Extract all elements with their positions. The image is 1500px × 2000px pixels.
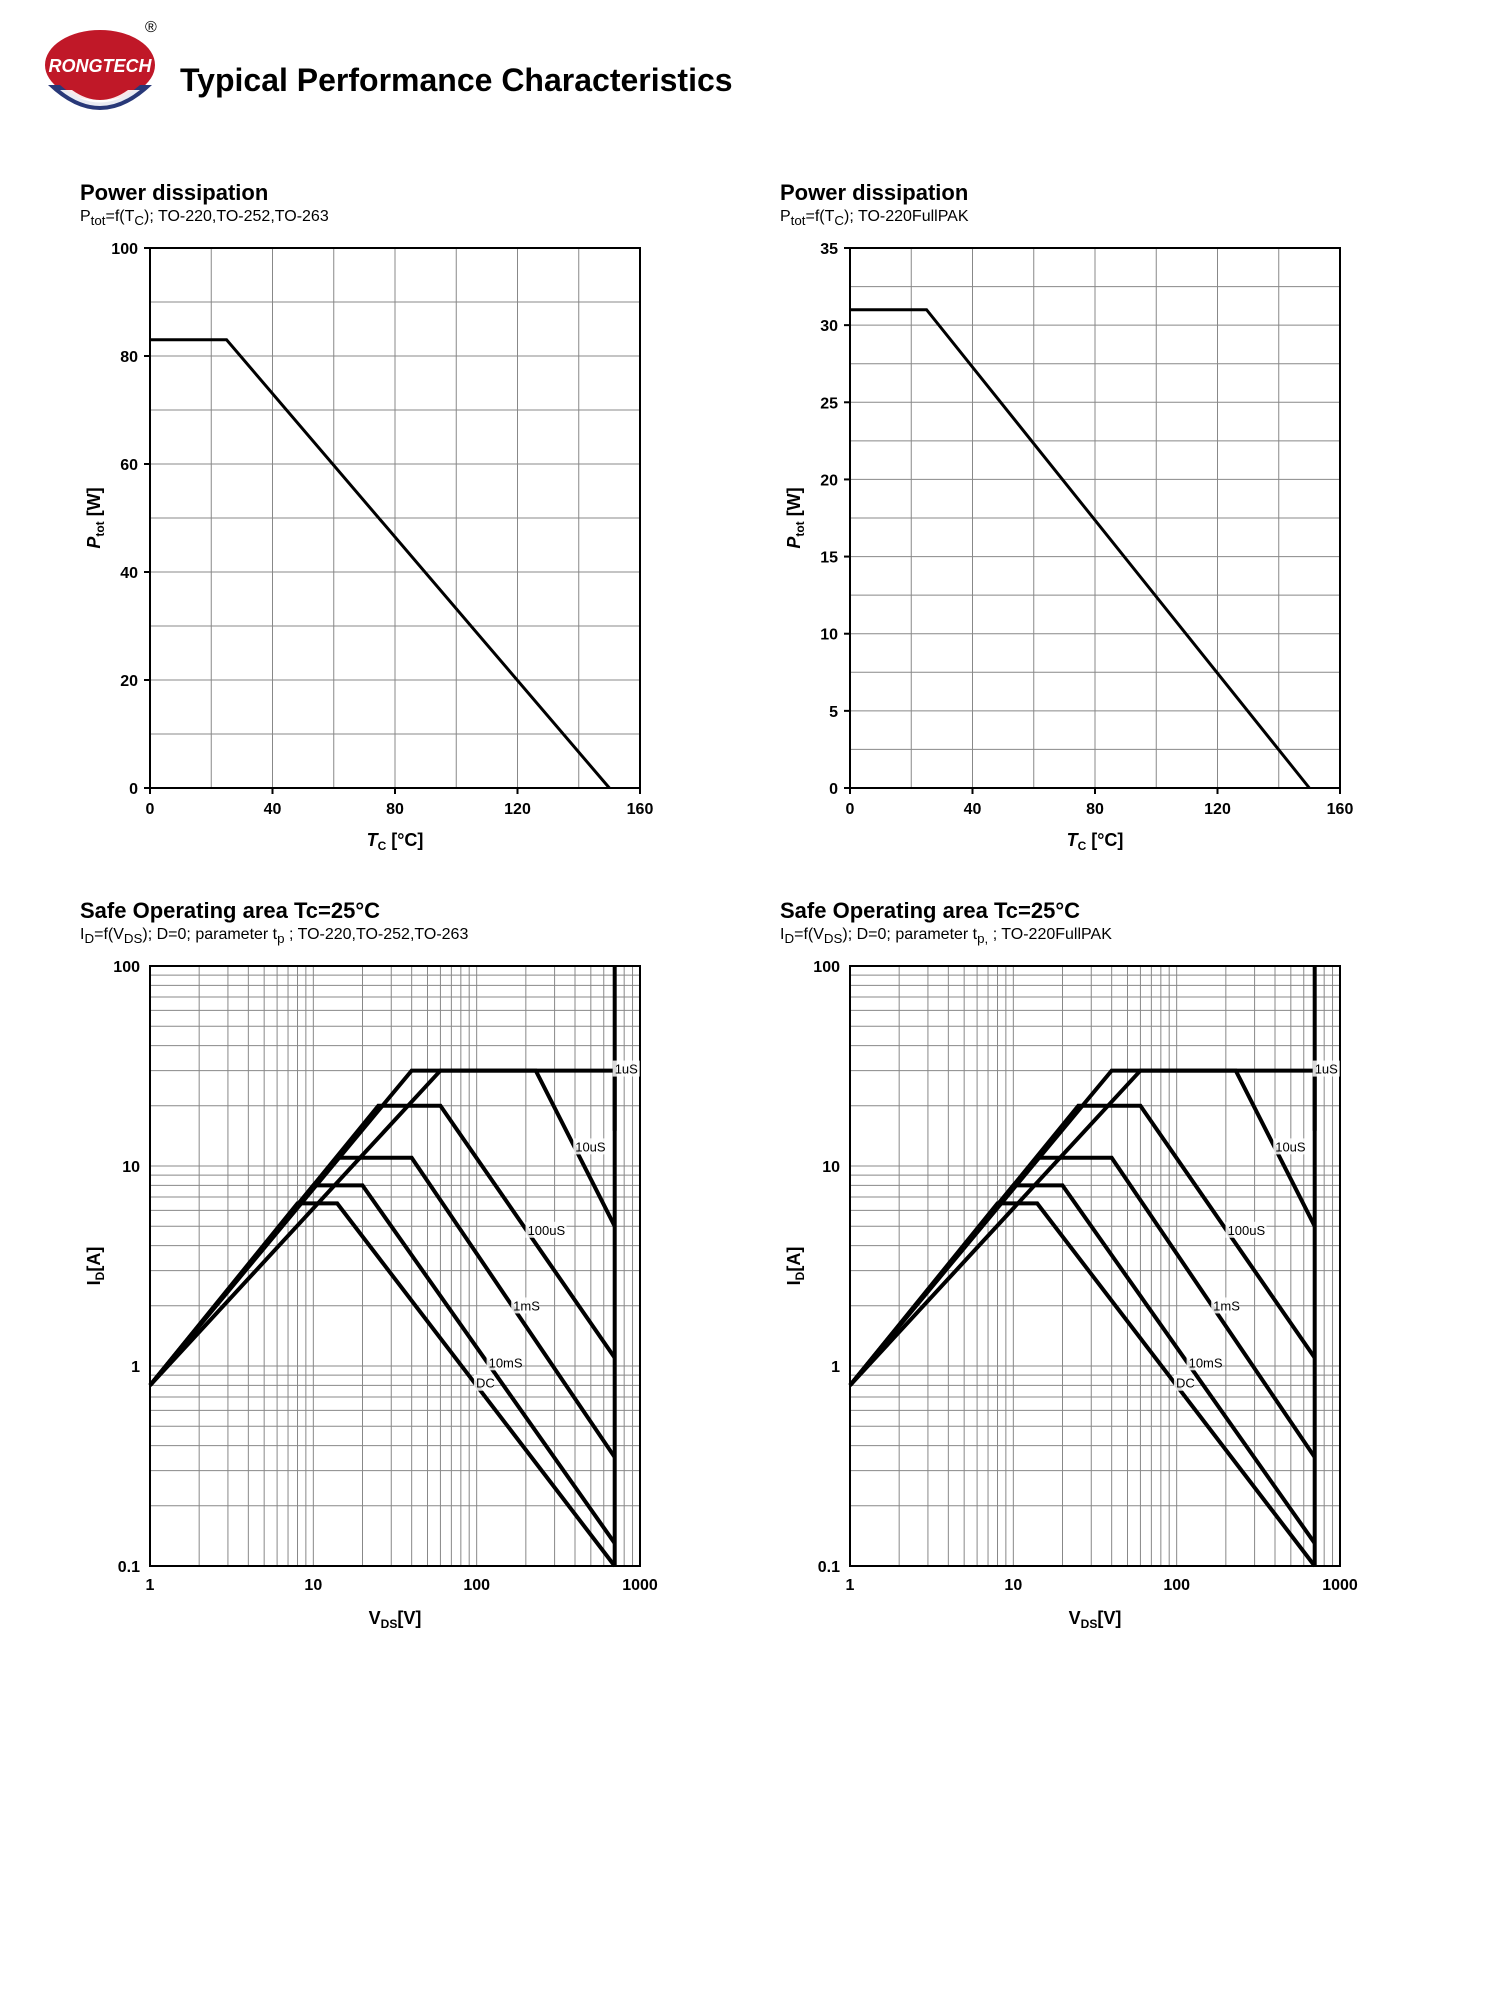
- svg-text:0: 0: [146, 801, 155, 818]
- svg-text:10: 10: [304, 1577, 322, 1594]
- chart-subtitle: Ptot=f(TC); TO-220FullPAK: [780, 208, 1420, 228]
- svg-text:100: 100: [463, 1577, 490, 1594]
- svg-text:1uS: 1uS: [615, 1062, 638, 1077]
- brand-text: RONGTECH: [49, 56, 153, 76]
- svg-text:10mS: 10mS: [489, 1356, 523, 1371]
- svg-text:10: 10: [820, 627, 838, 644]
- svg-text:80: 80: [386, 801, 404, 818]
- svg-text:120: 120: [1204, 801, 1231, 818]
- svg-text:20: 20: [120, 673, 138, 690]
- svg-text:1: 1: [146, 1577, 155, 1594]
- svg-text:5: 5: [829, 704, 838, 721]
- svg-text:30: 30: [820, 318, 838, 335]
- svg-text:DC: DC: [476, 1376, 495, 1391]
- svg-text:40: 40: [120, 565, 138, 582]
- svg-text:160: 160: [1327, 801, 1354, 818]
- chart-title: Safe Operating area Tc=25°C: [780, 898, 1420, 924]
- header: ® RONGTECH Typical Performance Character…: [40, 20, 1460, 140]
- svg-text:80: 80: [1086, 801, 1104, 818]
- svg-text:60: 60: [120, 457, 138, 474]
- svg-text:80: 80: [120, 349, 138, 366]
- svg-text:VDS[V]: VDS[V]: [369, 1608, 422, 1631]
- page-title: Typical Performance Characteristics: [180, 62, 733, 99]
- chart-canvas: 0 40 80 120 160 0 5 10 15 20 25 30 35 TC [°C] Ptot [W]: [780, 238, 1420, 858]
- svg-text:DC: DC: [1176, 1376, 1195, 1391]
- svg-text:15: 15: [820, 550, 838, 567]
- svg-text:1: 1: [831, 1359, 840, 1376]
- svg-text:120: 120: [504, 801, 531, 818]
- svg-text:100uS: 100uS: [528, 1223, 566, 1238]
- svg-text:0.1: 0.1: [818, 1559, 840, 1576]
- svg-text:100: 100: [813, 959, 840, 976]
- chart-canvas: 1 10 100 1000 0.1 1 10 100 1uS 10uS 100uS 1mS 10mS DC…: [780, 956, 1420, 1636]
- svg-text:160: 160: [627, 801, 654, 818]
- svg-text:0: 0: [846, 801, 855, 818]
- svg-text:1: 1: [131, 1359, 140, 1376]
- svg-text:0: 0: [829, 781, 838, 798]
- chart-subtitle: ID=f(VDS); D=0; parameter tp ; TO-220,TO…: [80, 926, 720, 946]
- chart-subtitle: Ptot=f(TC); TO-220,TO-252,TO-263: [80, 208, 720, 228]
- chart-title: Safe Operating area Tc=25°C: [80, 898, 720, 924]
- svg-text:40: 40: [964, 801, 982, 818]
- chart-power-dissipation-1: Power dissipation Ptot=f(TC); TO-220,TO-…: [80, 180, 720, 858]
- svg-text:1mS: 1mS: [1213, 1299, 1240, 1314]
- svg-text:10uS: 10uS: [575, 1140, 606, 1155]
- chart-soa-2: Safe Operating area Tc=25°C ID=f(VDS); D…: [780, 898, 1420, 1636]
- chart-power-dissipation-2: Power dissipation Ptot=f(TC); TO-220Full…: [780, 180, 1420, 858]
- svg-text:1uS: 1uS: [1315, 1062, 1338, 1077]
- svg-text:20: 20: [820, 473, 838, 490]
- svg-text:100: 100: [111, 241, 138, 258]
- chart-title: Power dissipation: [80, 180, 720, 206]
- svg-text:0: 0: [129, 781, 138, 798]
- svg-text:10: 10: [822, 1159, 840, 1176]
- svg-text:10: 10: [122, 1159, 140, 1176]
- svg-text:ID[A]: ID[A]: [84, 1247, 107, 1286]
- svg-text:25: 25: [820, 395, 838, 412]
- svg-text:1000: 1000: [1322, 1577, 1358, 1594]
- svg-text:ID[A]: ID[A]: [784, 1247, 807, 1286]
- svg-text:1: 1: [846, 1577, 855, 1594]
- chart-canvas: 0 40 80 120 160 0 20 40 60 80 100 TC [°C] Ptot [W]: [80, 238, 720, 858]
- svg-text:0.1: 0.1: [118, 1559, 140, 1576]
- svg-text:100uS: 100uS: [1228, 1223, 1266, 1238]
- svg-text:100: 100: [113, 959, 140, 976]
- svg-text:VDS[V]: VDS[V]: [1069, 1608, 1122, 1631]
- charts-grid: Power dissipation Ptot=f(TC); TO-220,TO-…: [80, 180, 1420, 1636]
- svg-text:40: 40: [264, 801, 282, 818]
- svg-text:100: 100: [1163, 1577, 1190, 1594]
- svg-text:10uS: 10uS: [1275, 1140, 1306, 1155]
- svg-text:10: 10: [1004, 1577, 1022, 1594]
- chart-soa-1: Safe Operating area Tc=25°C ID=f(VDS); D…: [80, 898, 720, 1636]
- chart-canvas: 1 10 100 1000 0.1 1 10 100 1uS 10uS 100uS 1mS 10mS DC…: [80, 956, 720, 1636]
- svg-text:TC [°C]: TC [°C]: [1067, 830, 1124, 853]
- svg-text:1mS: 1mS: [513, 1299, 540, 1314]
- svg-text:Ptot [W]: Ptot [W]: [784, 488, 807, 549]
- registered-mark: ®: [145, 20, 157, 36]
- svg-text:Ptot [W]: Ptot [W]: [84, 488, 107, 549]
- chart-title: Power dissipation: [780, 180, 1420, 206]
- svg-text:35: 35: [820, 241, 838, 258]
- chart-subtitle: ID=f(VDS); D=0; parameter tp, ; TO-220Fu…: [780, 926, 1420, 946]
- svg-text:1000: 1000: [622, 1577, 658, 1594]
- svg-text:TC [°C]: TC [°C]: [367, 830, 424, 853]
- brand-logo: ® RONGTECH: [40, 20, 160, 140]
- svg-text:10mS: 10mS: [1189, 1356, 1223, 1371]
